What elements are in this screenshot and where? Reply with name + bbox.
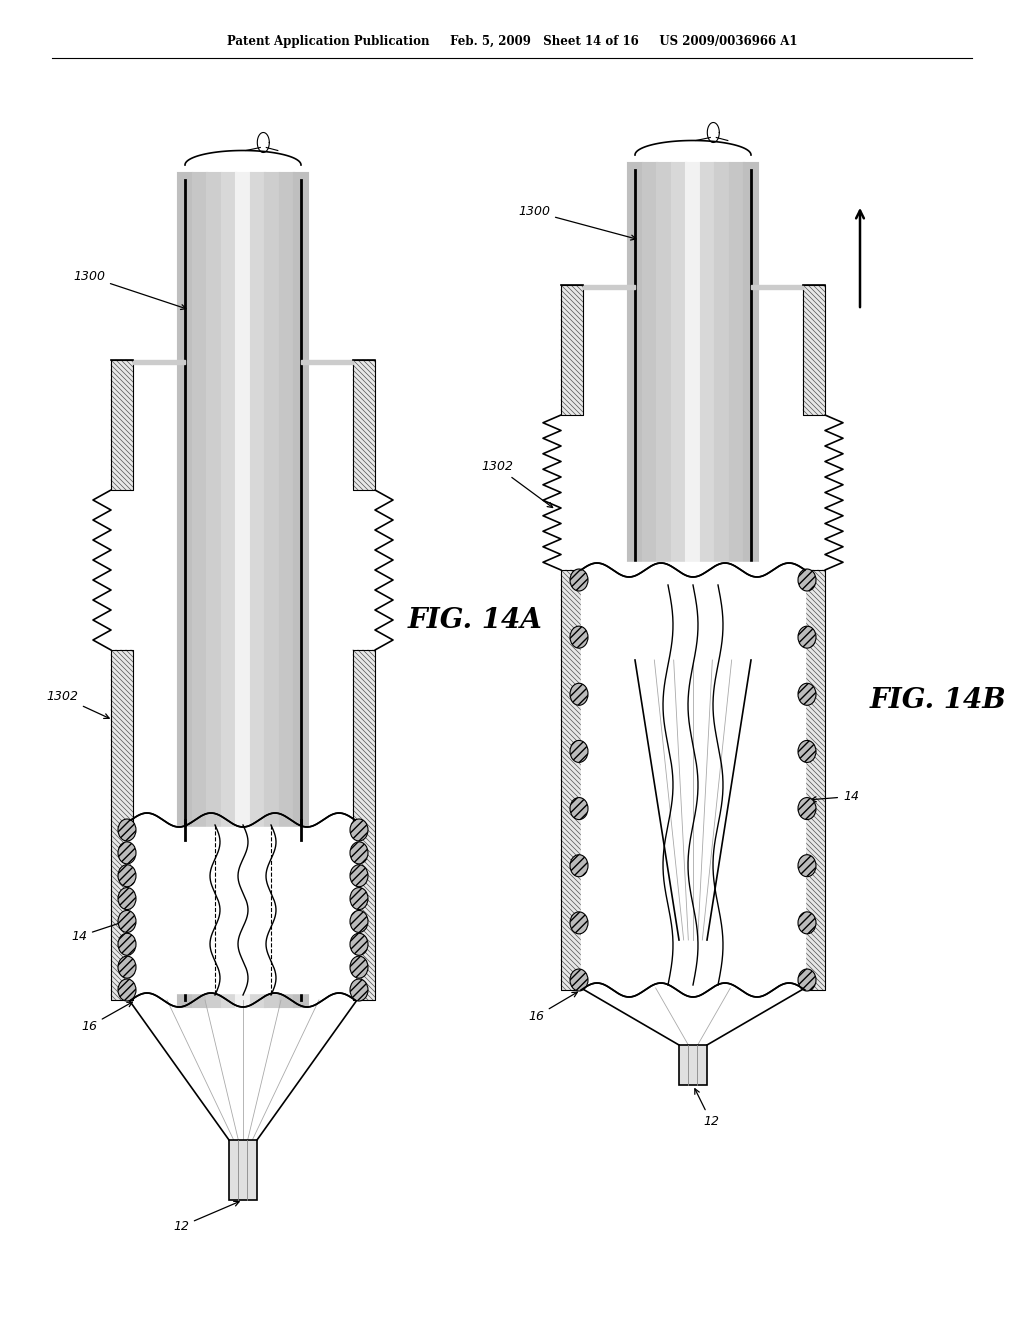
Text: 14: 14 (811, 789, 859, 803)
Polygon shape (583, 285, 635, 289)
Ellipse shape (118, 887, 136, 909)
Polygon shape (301, 360, 353, 364)
Ellipse shape (118, 865, 136, 887)
Bar (111, 649, 133, 1001)
Ellipse shape (570, 855, 588, 876)
Bar (353, 360, 375, 490)
Ellipse shape (118, 911, 136, 932)
Ellipse shape (570, 969, 588, 991)
Text: 16: 16 (81, 1002, 132, 1034)
Ellipse shape (350, 979, 368, 1001)
Bar (229, 1140, 257, 1200)
Ellipse shape (118, 842, 136, 863)
Ellipse shape (118, 979, 136, 1001)
Text: 1300: 1300 (518, 205, 636, 240)
Ellipse shape (350, 911, 368, 932)
Ellipse shape (570, 797, 588, 820)
Ellipse shape (350, 818, 368, 841)
Ellipse shape (570, 741, 588, 763)
Bar (561, 285, 583, 414)
Ellipse shape (350, 865, 368, 887)
Bar (803, 285, 825, 414)
Ellipse shape (118, 956, 136, 978)
Bar (679, 1045, 707, 1085)
Text: FIG. 14B: FIG. 14B (870, 686, 1007, 714)
Ellipse shape (350, 842, 368, 863)
Ellipse shape (570, 684, 588, 705)
Polygon shape (751, 285, 803, 289)
Bar (803, 570, 825, 990)
Ellipse shape (798, 569, 816, 591)
Text: Patent Application Publication     Feb. 5, 2009   Sheet 14 of 16     US 2009/003: Patent Application Publication Feb. 5, 2… (226, 36, 798, 49)
Text: 1302: 1302 (46, 690, 110, 718)
Ellipse shape (570, 626, 588, 648)
Ellipse shape (798, 912, 816, 933)
Text: 1302: 1302 (481, 459, 553, 507)
Ellipse shape (118, 933, 136, 956)
Ellipse shape (798, 969, 816, 991)
Text: FIG. 14A: FIG. 14A (408, 606, 543, 634)
Bar (561, 570, 583, 990)
Ellipse shape (798, 741, 816, 763)
Text: 14: 14 (71, 920, 125, 942)
Ellipse shape (798, 684, 816, 705)
Ellipse shape (570, 912, 588, 933)
Text: 1300: 1300 (73, 271, 186, 309)
Ellipse shape (350, 887, 368, 909)
Ellipse shape (570, 569, 588, 591)
Polygon shape (133, 360, 185, 364)
Ellipse shape (118, 818, 136, 841)
Bar (111, 360, 133, 490)
Ellipse shape (350, 933, 368, 956)
Text: 16: 16 (528, 993, 578, 1023)
Ellipse shape (350, 956, 368, 978)
Bar (185, 180, 301, 1001)
Text: 12: 12 (695, 1089, 719, 1129)
Ellipse shape (798, 797, 816, 820)
Text: 12: 12 (173, 1201, 240, 1233)
Ellipse shape (798, 855, 816, 876)
Bar (635, 170, 751, 660)
Ellipse shape (798, 626, 816, 648)
Bar (353, 649, 375, 1001)
